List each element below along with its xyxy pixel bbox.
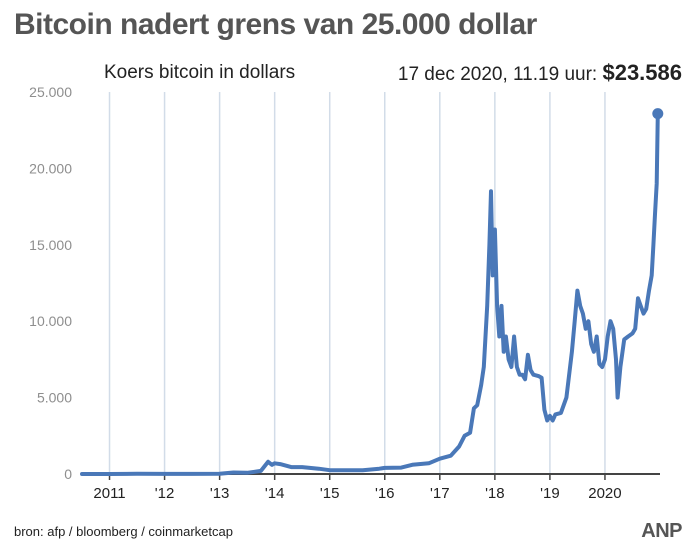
y-tick-label-15000: 15.000 bbox=[29, 237, 72, 253]
x-tick-label-2011: 2011 bbox=[93, 485, 125, 502]
price-series-line bbox=[80, 111, 660, 476]
x-tick-label-2020: 2020 bbox=[588, 485, 621, 502]
x-axis: 2011 '12 '13 '14 '15 '16 '17 '18 '19 2020 bbox=[93, 474, 622, 502]
x-tick-label-2018: '18 bbox=[485, 485, 505, 502]
x-tick-label-2019: '19 bbox=[540, 485, 560, 502]
y-tick-label-25000: 25.000 bbox=[29, 84, 72, 100]
y-tick-label-10000: 10.000 bbox=[29, 313, 72, 329]
latest-price-label: 17 dec 2020, 11.19 uur: bbox=[397, 64, 598, 85]
latest-price-marker bbox=[652, 108, 664, 120]
anp-logo: ANP bbox=[641, 520, 682, 542]
x-tick-label-2013: '13 bbox=[210, 485, 230, 502]
y-tick-label-0: 0 bbox=[64, 466, 72, 482]
x-tick-label-2015: '15 bbox=[320, 485, 340, 502]
source-credit: bron: afp / bloomberg / coinmarketcap bbox=[14, 524, 233, 539]
y-tick-label-5000: 5.000 bbox=[37, 390, 72, 406]
chart-title: Bitcoin nadert grens van 25.000 dollar bbox=[14, 8, 537, 41]
x-tick-label-2017: '17 bbox=[430, 485, 450, 502]
latest-price-value: $23.586 bbox=[602, 60, 682, 85]
x-tick-label-2016: '16 bbox=[375, 485, 395, 502]
y-tick-label-20000: 20.000 bbox=[29, 160, 72, 176]
chart-grid bbox=[108, 92, 606, 474]
x-tick-label-2014: '14 bbox=[265, 485, 285, 502]
x-tick-label-2012: '12 bbox=[155, 485, 175, 502]
latest-price-annotation: 17 dec 2020, 11.19 uur: $23.586 bbox=[398, 60, 682, 86]
chart-subtitle: Koers bitcoin in dollars bbox=[104, 62, 296, 83]
y-axis: 0 5.000 10.000 15.000 20.000 25.000 bbox=[29, 84, 72, 482]
